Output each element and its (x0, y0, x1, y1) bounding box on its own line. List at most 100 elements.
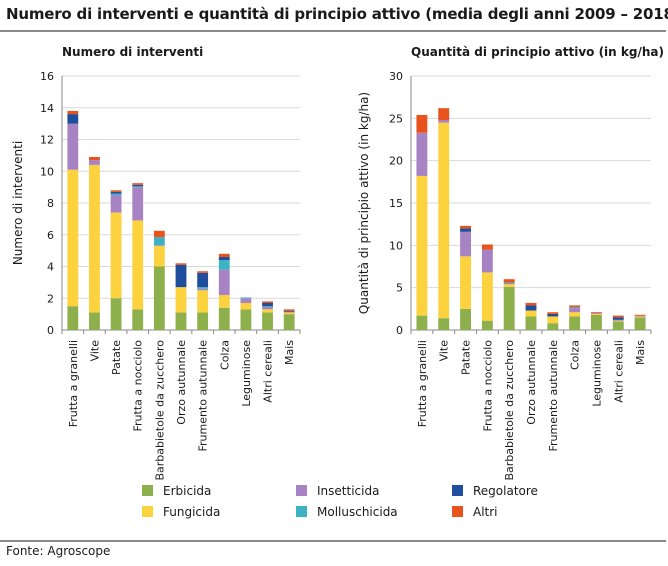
y-tick-label: 0 (47, 324, 54, 337)
bar-segment-insetticida (481, 249, 493, 273)
chart-title: Quantità di principio attivo (in kg/ha) (411, 45, 664, 59)
legend-swatch-insetticida (296, 485, 307, 496)
legend-label: Altri (473, 505, 498, 519)
bar-segment-insetticida (503, 283, 515, 285)
y-tick-label: 20 (389, 155, 403, 168)
bar-segment-fungicida (283, 312, 295, 315)
x-tick-label: Mais (634, 340, 647, 365)
x-tick-label: Barbabietole da zucchero (503, 340, 516, 481)
bar-segment-erbicida (240, 309, 252, 330)
bar-segment-molluschicida (262, 306, 273, 307)
bar-segment-regolatore (283, 310, 295, 312)
bar-segment-altri (197, 271, 209, 273)
legend-swatch-fungicida (142, 506, 153, 517)
bar-segment-fungicida (612, 320, 624, 322)
bar-segment-erbicida (218, 307, 230, 330)
y-tick-label: 10 (389, 239, 403, 252)
bar-segment-fungicida (460, 256, 471, 309)
bar-segment-altri (283, 309, 295, 311)
x-tick-label: Frutta a granelli (416, 340, 429, 427)
figure-title: Numero di interventi e quantità di princ… (6, 5, 668, 23)
bar-segment-altri (175, 263, 187, 265)
bar-segment-fungicida (503, 284, 515, 287)
bar-segment-insetticida (132, 187, 144, 221)
bar-segment-altri (416, 114, 428, 133)
bar-segment-insetticida (218, 269, 230, 296)
x-tick-label: Frutta a granelli (67, 340, 80, 427)
y-axis-label: Numero di interventi (11, 141, 25, 265)
bar-segment-erbicida (175, 312, 187, 330)
bar-segment-altri (438, 108, 450, 121)
legend-label: Molluschicida (317, 505, 398, 519)
x-tick-label: Patate (460, 340, 473, 375)
legend-label: Insetticida (317, 484, 379, 498)
chart-active-substance-quantity: Quantità di principio attivo (in kg/ha) 0… (357, 45, 664, 481)
bar-segment-altri (262, 301, 273, 304)
x-tick-label: Frutta a nocciolo (132, 340, 145, 432)
bar-segment-fungicida (262, 309, 273, 313)
bar-segment-regolatore (460, 228, 471, 232)
y-tick-label: 12 (40, 134, 54, 147)
bar-segment-regolatore (262, 303, 273, 307)
bar-segment-regolatore (218, 256, 230, 261)
bar-segment-erbicida (197, 312, 209, 330)
bar-segment-fungicida (525, 310, 537, 317)
legend-swatch-molluschicida (296, 506, 307, 517)
x-tick-label: Colza (569, 340, 582, 370)
bar-segment-insetticida (197, 288, 209, 291)
bar-segment-altri (89, 156, 100, 161)
bar-segment-insetticida (569, 307, 581, 313)
y-tick-label: 8 (47, 197, 54, 210)
bar-segment-fungicida (416, 175, 428, 316)
bar-segment-altri (503, 279, 515, 283)
chart-title: Numero di interventi (62, 45, 203, 59)
x-tick-label: Orzo autunnale (525, 340, 538, 425)
y-tick-label: 4 (47, 261, 54, 274)
bar-segment-insetticida (240, 298, 252, 304)
bar-segment-fungicida (110, 212, 122, 299)
x-tick-label: Altri cereali (262, 340, 275, 403)
y-tick-label: 2 (47, 292, 54, 305)
x-tick-label: Barbabietole da zucchero (153, 340, 166, 481)
bar-segment-fungicida (67, 169, 79, 307)
bar-segment-fungicida (591, 313, 602, 315)
bar-segment-fungicida (547, 316, 559, 324)
bar-segment-fungicida (197, 290, 209, 313)
bar-segment-fungicida (132, 220, 144, 310)
bar-segment-molluschicida (132, 186, 144, 188)
bar-segment-regolatore (547, 313, 559, 317)
y-tick-label: 5 (396, 282, 403, 295)
bar-segment-altri (153, 230, 165, 238)
bar-segment-altri (591, 312, 602, 314)
bar-segment-erbicida (153, 266, 165, 330)
bar-segment-fungicida (175, 287, 187, 313)
chart-number-of-treatments: Numero di interventi 0 2 4 6 8 10 12 14 16 Numero … (11, 45, 301, 481)
bar-segment-erbicida (547, 323, 559, 330)
bar-segment-regolatore (67, 114, 79, 124)
bar-segment-altri (67, 110, 79, 115)
bar-segment-insetticida (67, 123, 79, 170)
y-axis-label: Quantità di principio attivo (in kg/ha) (357, 92, 371, 314)
bar-segment-molluschicida (503, 282, 515, 284)
bar-segment-regolatore (132, 184, 144, 187)
bar-segment-insetticida (612, 319, 624, 321)
legend-swatch-erbicida (142, 485, 153, 496)
bar-segment-fungicida (438, 122, 450, 319)
bar-segment-erbicida (110, 298, 122, 330)
legend-label: Erbicida (163, 484, 211, 498)
bar-segment-insetticida (153, 245, 165, 246)
bar-segment-fungicida (569, 312, 581, 317)
bar-segment-altri (218, 253, 230, 257)
bar-segment-insetticida (283, 311, 295, 313)
bar-segment-erbicida (262, 312, 273, 330)
y-tick-label: 16 (40, 70, 54, 83)
bar-segment-erbicida (283, 314, 295, 330)
legend-swatch-altri (452, 506, 463, 517)
x-tick-label: Orzo autunnale (175, 340, 188, 425)
bar-segment-fungicida (153, 245, 165, 267)
bar-segment-fungicida (218, 295, 230, 308)
bar-segment-fungicida (481, 272, 493, 321)
legend-label: Regolatore (473, 484, 538, 498)
bar-segment-regolatore (525, 305, 537, 311)
bar-segment-molluschicida (240, 297, 252, 299)
